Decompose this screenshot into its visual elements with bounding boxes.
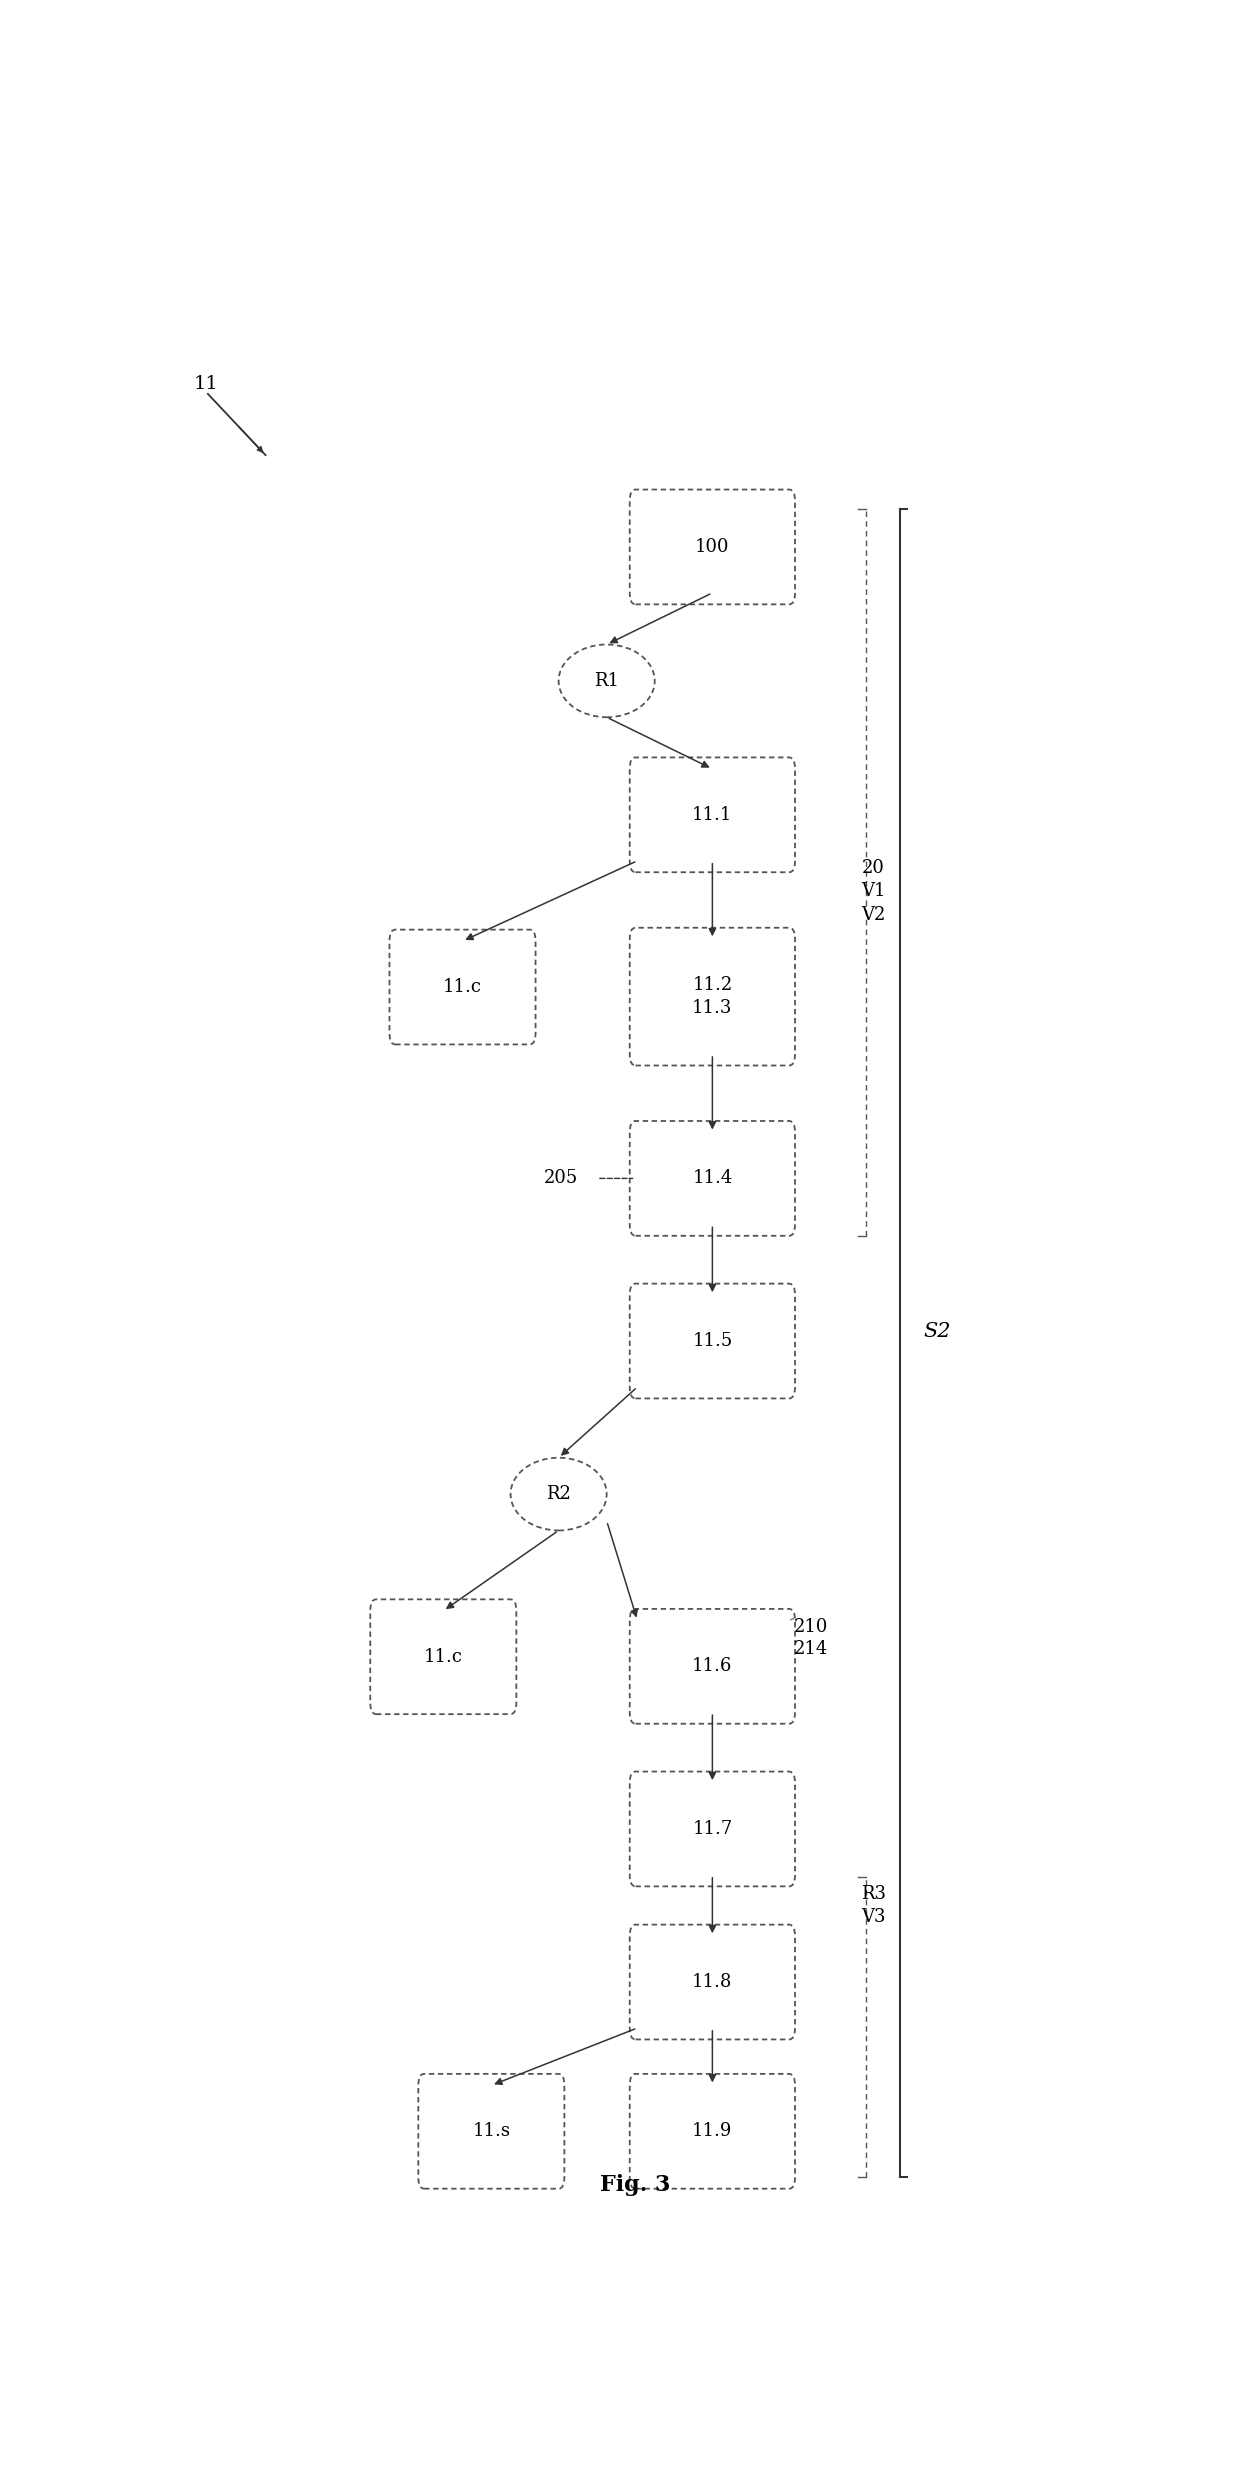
Text: 11.2
11.3: 11.2 11.3 [692, 977, 733, 1016]
Text: 11.9: 11.9 [692, 2122, 733, 2140]
FancyBboxPatch shape [630, 927, 795, 1066]
Text: 205: 205 [543, 1170, 578, 1188]
FancyBboxPatch shape [371, 1600, 516, 1715]
Text: R2: R2 [546, 1486, 572, 1503]
Text: R1: R1 [594, 671, 619, 691]
Text: S2: S2 [924, 1322, 951, 1342]
Text: 210
214: 210 214 [794, 1618, 828, 1657]
FancyBboxPatch shape [630, 1121, 795, 1235]
Text: 11.c: 11.c [424, 1648, 463, 1665]
Text: 11: 11 [193, 375, 218, 393]
Ellipse shape [558, 644, 655, 718]
FancyBboxPatch shape [630, 1772, 795, 1886]
FancyBboxPatch shape [630, 490, 795, 604]
Text: 11.4: 11.4 [692, 1170, 733, 1188]
Text: 11.s: 11.s [472, 2122, 511, 2140]
Text: 11.c: 11.c [443, 979, 482, 996]
FancyBboxPatch shape [630, 1285, 795, 1399]
Text: Fig. 3: Fig. 3 [600, 2174, 671, 2197]
Text: 11.7: 11.7 [692, 1819, 733, 1839]
Ellipse shape [511, 1459, 606, 1531]
FancyBboxPatch shape [418, 2075, 564, 2189]
Text: 11.6: 11.6 [692, 1657, 733, 1675]
FancyBboxPatch shape [630, 1608, 795, 1725]
Text: 11.1: 11.1 [692, 805, 733, 825]
Text: R3
V3: R3 V3 [862, 1884, 887, 1926]
Text: 11.5: 11.5 [692, 1332, 733, 1349]
FancyBboxPatch shape [389, 929, 536, 1044]
FancyBboxPatch shape [630, 1923, 795, 2040]
Text: 100: 100 [696, 537, 729, 557]
Text: 11.8: 11.8 [692, 1973, 733, 1990]
FancyBboxPatch shape [630, 758, 795, 872]
FancyBboxPatch shape [630, 2075, 795, 2189]
Text: 20
V1
V2: 20 V1 V2 [862, 860, 885, 924]
